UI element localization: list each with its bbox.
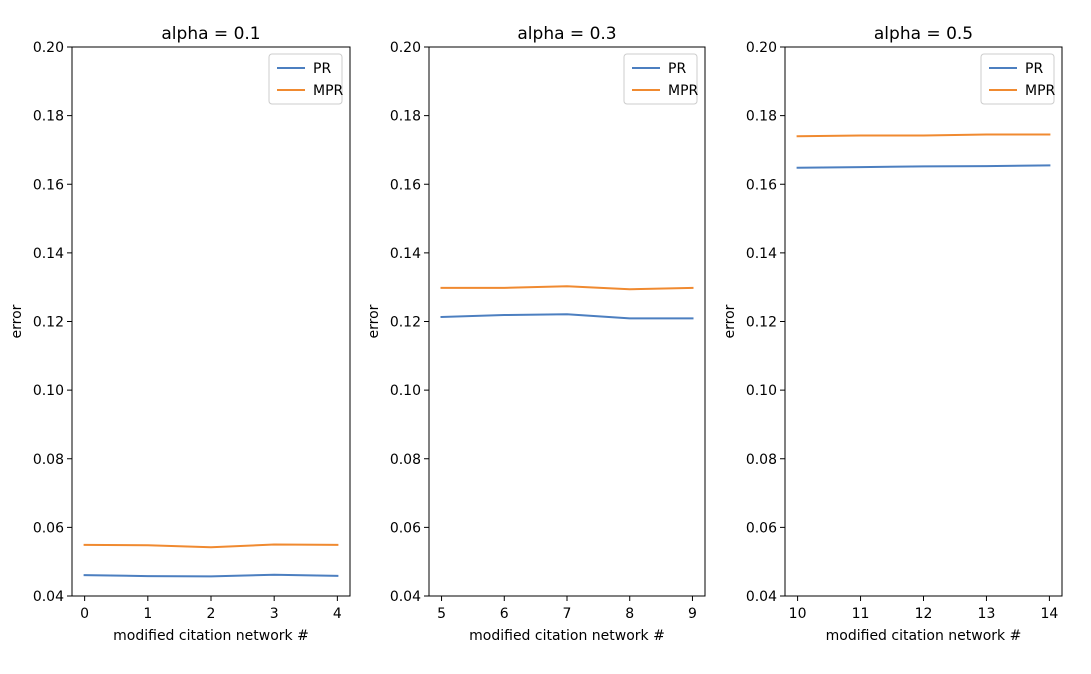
series-line-mpr [83,543,339,549]
y-tick-label: 0.20 [390,40,421,56]
x-tick-label: 5 [437,606,446,622]
y-tick-label: 0.20 [33,40,64,56]
panel-title: alpha = 0.5 [874,24,973,44]
x-tick-label: 0 [80,606,89,622]
legend-label-pr: PR [313,61,331,77]
y-tick-label: 0.12 [33,315,64,331]
legend-frame [268,53,343,105]
x-axis-label: modified citation network # [469,628,665,644]
x-tick-label: 12 [915,606,933,622]
axes-frame [428,46,706,597]
y-axis-label: error [9,304,25,338]
y-tick-label: 0.18 [746,109,777,125]
x-axis-label: modified citation network # [826,628,1022,644]
legend: PR MPR [980,53,1056,105]
legend-label-pr: PR [1025,61,1043,77]
x-tick-label: 4 [333,606,342,622]
subplot-alpha-0-5: 0.04 0.06 0.08 0.10 0.12 0.14 0.16 0.18 0.20 10 11… [722,24,1063,644]
legend-label-mpr: MPR [668,83,699,99]
series-line-pr [83,573,339,578]
y-tick-label: 0.04 [33,589,64,605]
panel-title: alpha = 0.3 [517,24,616,44]
y-tick-label: 0.14 [390,246,421,262]
x-tick-label: 9 [688,606,697,622]
series-line-pr [440,313,694,320]
y-tick-label: 0.10 [746,383,777,399]
legend-label-mpr: MPR [1025,83,1056,99]
y-tick-label: 0.20 [746,40,777,56]
y-tick-label: 0.08 [33,452,64,468]
x-tick-label: 6 [500,606,509,622]
y-tick-label: 0.18 [33,109,64,125]
y-tick-label: 0.08 [746,452,777,468]
y-tick-label: 0.18 [390,109,421,125]
y-tick-label: 0.10 [33,383,64,399]
y-axis-label: error [366,304,382,338]
y-tick-label: 0.04 [390,589,421,605]
x-tick-label: 7 [563,606,572,622]
y-tick-label: 0.06 [33,520,64,536]
series-line-mpr [440,285,694,291]
y-tick-label: 0.06 [390,520,421,536]
y-tick-label: 0.12 [746,315,777,331]
y-tick-label: 0.04 [746,589,777,605]
y-tick-label: 0.16 [33,177,64,193]
y-tick-label: 0.14 [33,246,64,262]
legend: PR MPR [268,53,344,105]
x-tick-label: 10 [789,606,807,622]
x-tick-label: 1 [143,606,152,622]
legend-label-mpr: MPR [313,83,344,99]
legend-label-pr: PR [668,61,686,77]
subplot-alpha-0-3: 0.04 0.06 0.08 0.10 0.12 0.14 0.16 0.18 0.20 5 6 7 8… [366,24,706,644]
y-axis-label: error [722,304,738,338]
y-tick-label: 0.06 [746,520,777,536]
series-line-pr [796,164,1051,169]
x-tick-label: 11 [852,606,870,622]
y-tick-label: 0.12 [390,315,421,331]
x-tick-label: 14 [1040,606,1058,622]
subplot-alpha-0-1: 0.04 0.06 0.08 0.10 0.12 0.14 0.16 0.18 0.20 0 1 2 3… [9,24,351,644]
y-tick-label: 0.16 [390,177,421,193]
panel-title: alpha = 0.1 [161,24,260,44]
y-tick-label: 0.08 [390,452,421,468]
x-tick-label: 2 [207,606,216,622]
y-tick-label: 0.10 [390,383,421,399]
x-tick-label: 3 [270,606,279,622]
axes-frame [71,46,351,597]
y-tick-label: 0.16 [746,177,777,193]
y-tick-label: 0.14 [746,246,777,262]
legend-frame [623,53,698,105]
series-line-mpr [796,133,1051,138]
x-tick-label: 13 [978,606,996,622]
legend: PR MPR [623,53,699,105]
x-tick-label: 8 [625,606,634,622]
axes-frame [784,46,1063,597]
legend-frame [980,53,1055,105]
x-axis-label: modified citation network # [113,628,309,644]
